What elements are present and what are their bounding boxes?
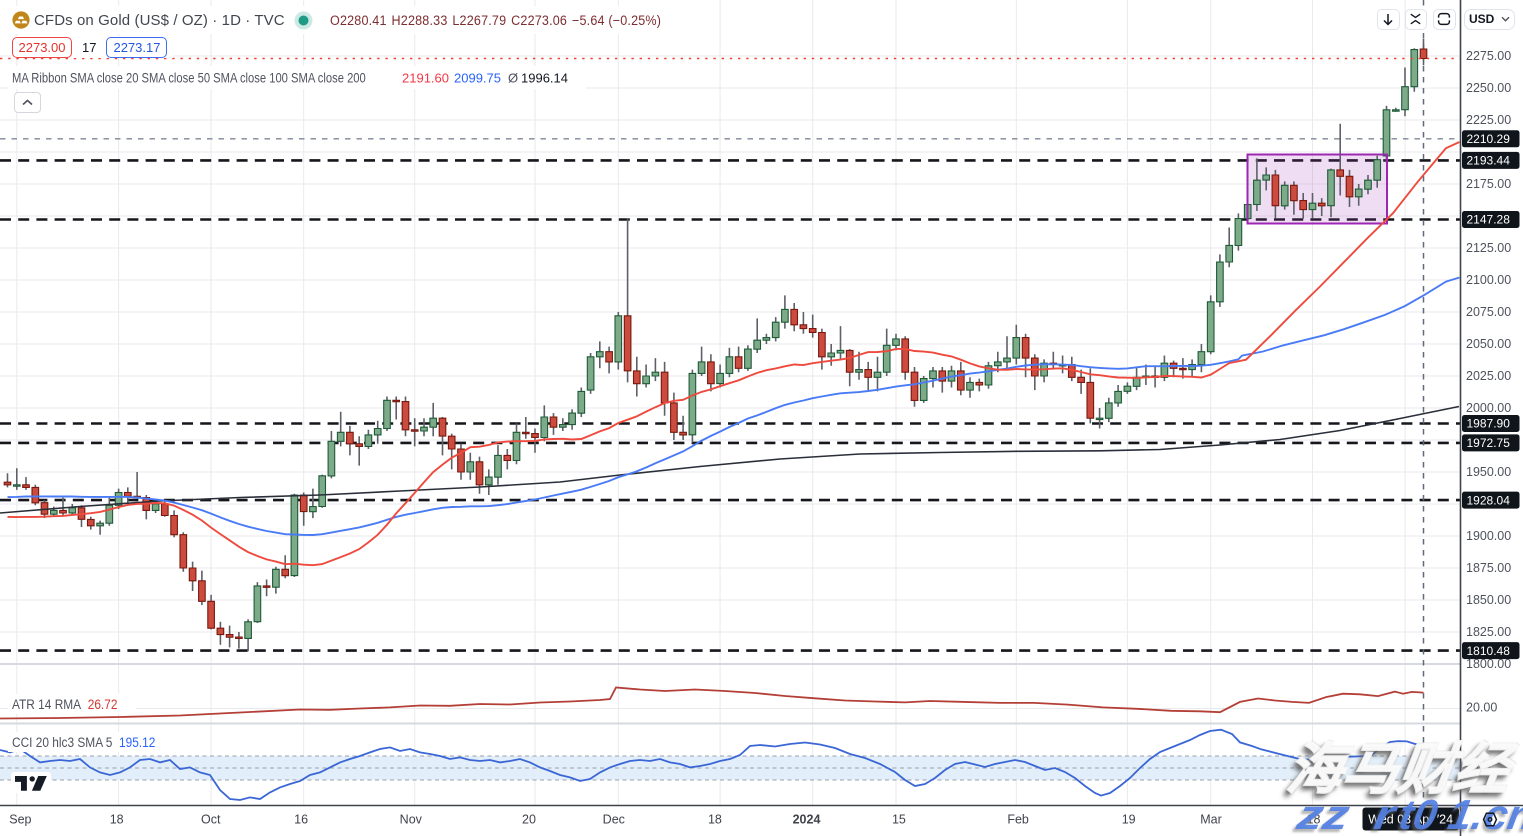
svg-text:2050.00: 2050.00 <box>1466 337 1511 351</box>
svg-text:18: 18 <box>1307 813 1321 827</box>
svg-text:0.00: 0.00 <box>1466 762 1490 776</box>
svg-text:1987.90: 1987.90 <box>1467 417 1511 431</box>
svg-text:1850.00: 1850.00 <box>1466 593 1511 607</box>
svg-text:1800.00: 1800.00 <box>1466 657 1511 671</box>
svg-text:1875.00: 1875.00 <box>1466 561 1511 575</box>
svg-text:2100.00: 2100.00 <box>1466 273 1511 287</box>
svg-text:18: 18 <box>110 813 124 827</box>
svg-text:Sep: Sep <box>9 813 31 827</box>
svg-text:2250.00: 2250.00 <box>1466 81 1511 95</box>
svg-text:Nov: Nov <box>400 813 423 827</box>
svg-text:2275.00: 2275.00 <box>1466 49 1511 63</box>
svg-text:19: 19 <box>1122 813 1136 827</box>
svg-text:1900.00: 1900.00 <box>1466 529 1511 543</box>
svg-text:1825.00: 1825.00 <box>1466 625 1511 639</box>
svg-text:2210.29: 2210.29 <box>1467 132 1511 146</box>
svg-text:1950.00: 1950.00 <box>1466 465 1511 479</box>
svg-text:20.00: 20.00 <box>1466 701 1497 715</box>
svg-text:2025.00: 2025.00 <box>1466 369 1511 383</box>
svg-text:2024: 2024 <box>793 813 821 827</box>
svg-text:Feb: Feb <box>1007 813 1029 827</box>
svg-text:2075.00: 2075.00 <box>1466 305 1511 319</box>
svg-text:1972.75: 1972.75 <box>1467 436 1511 450</box>
svg-text:Mar: Mar <box>1200 813 1222 827</box>
svg-text:18: 18 <box>708 813 722 827</box>
svg-text:1928.04: 1928.04 <box>1467 493 1511 507</box>
svg-text:2193.44: 2193.44 <box>1467 154 1511 168</box>
svg-text:Wed 03 Apr ′24: Wed 03 Apr ′24 <box>1368 813 1453 827</box>
svg-text:15: 15 <box>892 813 906 827</box>
svg-text:2175.00: 2175.00 <box>1466 177 1511 191</box>
svg-text:1810.48: 1810.48 <box>1467 644 1511 658</box>
svg-text:2225.00: 2225.00 <box>1466 113 1511 127</box>
svg-text:2000.00: 2000.00 <box>1466 401 1511 415</box>
svg-text:2125.00: 2125.00 <box>1466 241 1511 255</box>
svg-text:16: 16 <box>294 813 308 827</box>
svg-text:2147.28: 2147.28 <box>1467 213 1511 227</box>
svg-text:20: 20 <box>522 813 536 827</box>
svg-text:Oct: Oct <box>201 813 221 827</box>
svg-text:Dec: Dec <box>603 813 625 827</box>
